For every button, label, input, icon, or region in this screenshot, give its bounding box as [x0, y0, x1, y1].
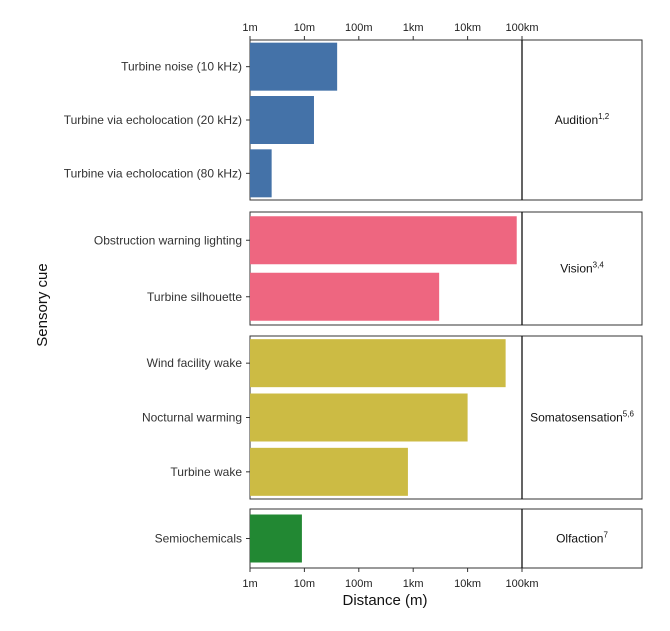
category-label: Nocturnal warming	[142, 411, 242, 425]
category-label: Obstruction warning lighting	[94, 233, 242, 247]
bar	[250, 149, 272, 198]
bar	[250, 272, 440, 321]
facet-audition: Turbine noise (10 kHz) Turbine via echolo…	[64, 39, 643, 201]
bottom-tick-label: 100m	[345, 578, 373, 590]
bar	[250, 514, 302, 563]
category-label: Turbine silhouette	[147, 290, 242, 304]
panel-frame	[249, 211, 643, 326]
category-label: Turbine wake	[170, 465, 242, 479]
facet-label: Olfaction7	[556, 531, 608, 546]
bar	[250, 216, 517, 265]
top-tick-label: 10km	[454, 22, 481, 34]
bottom-tick-label: 10m	[294, 578, 315, 590]
facet-olfaction: Semiochemicals Olfaction7	[155, 508, 643, 569]
category-label: Semiochemicals	[155, 532, 242, 546]
category-label: Wind facility wake	[147, 356, 243, 370]
top-tick-label: 1m	[242, 22, 257, 34]
category-label: Turbine via echolocation (80 kHz)	[64, 166, 242, 180]
category-label: Turbine noise (10 kHz)	[121, 60, 242, 74]
top-tick-label: 1km	[403, 22, 424, 34]
bar	[250, 393, 468, 442]
top-tick-label: 10m	[294, 22, 315, 34]
x-axis-title: Distance (m)	[342, 592, 427, 609]
bar	[250, 447, 408, 496]
bottom-tick-label: 10km	[454, 578, 481, 590]
top-axis: 1m 10m 100m 1km 10km 100km	[242, 22, 539, 40]
facet-label: Audition1,2	[555, 112, 610, 127]
facet-panels: Turbine noise (10 kHz) Turbine via echolo…	[64, 39, 643, 569]
facet-vision: Obstruction warning lighting Turbine silh…	[94, 211, 643, 326]
bottom-tick-label: 1km	[403, 578, 424, 590]
top-tick-label: 100m	[345, 22, 373, 34]
bar	[250, 42, 338, 91]
y-axis-title: Sensory cue	[34, 263, 51, 346]
caption-fragment	[90, 621, 670, 631]
bottom-tick-label: 1m	[242, 578, 257, 590]
facet-somatosensation: Wind facility wake Nocturnal warming Turbi…	[142, 335, 643, 500]
facet-label: Somatosensation5,6	[530, 410, 634, 425]
bottom-tick-label: 100km	[505, 578, 538, 590]
bar	[250, 339, 506, 388]
category-label: Turbine via echolocation (20 kHz)	[64, 113, 242, 127]
bar	[250, 96, 314, 144]
bottom-axis: 1m 10m 100m 1km 10km 100km	[242, 568, 539, 590]
facet-label: Vision3,4	[560, 261, 604, 276]
top-tick-label: 100km	[505, 22, 538, 34]
